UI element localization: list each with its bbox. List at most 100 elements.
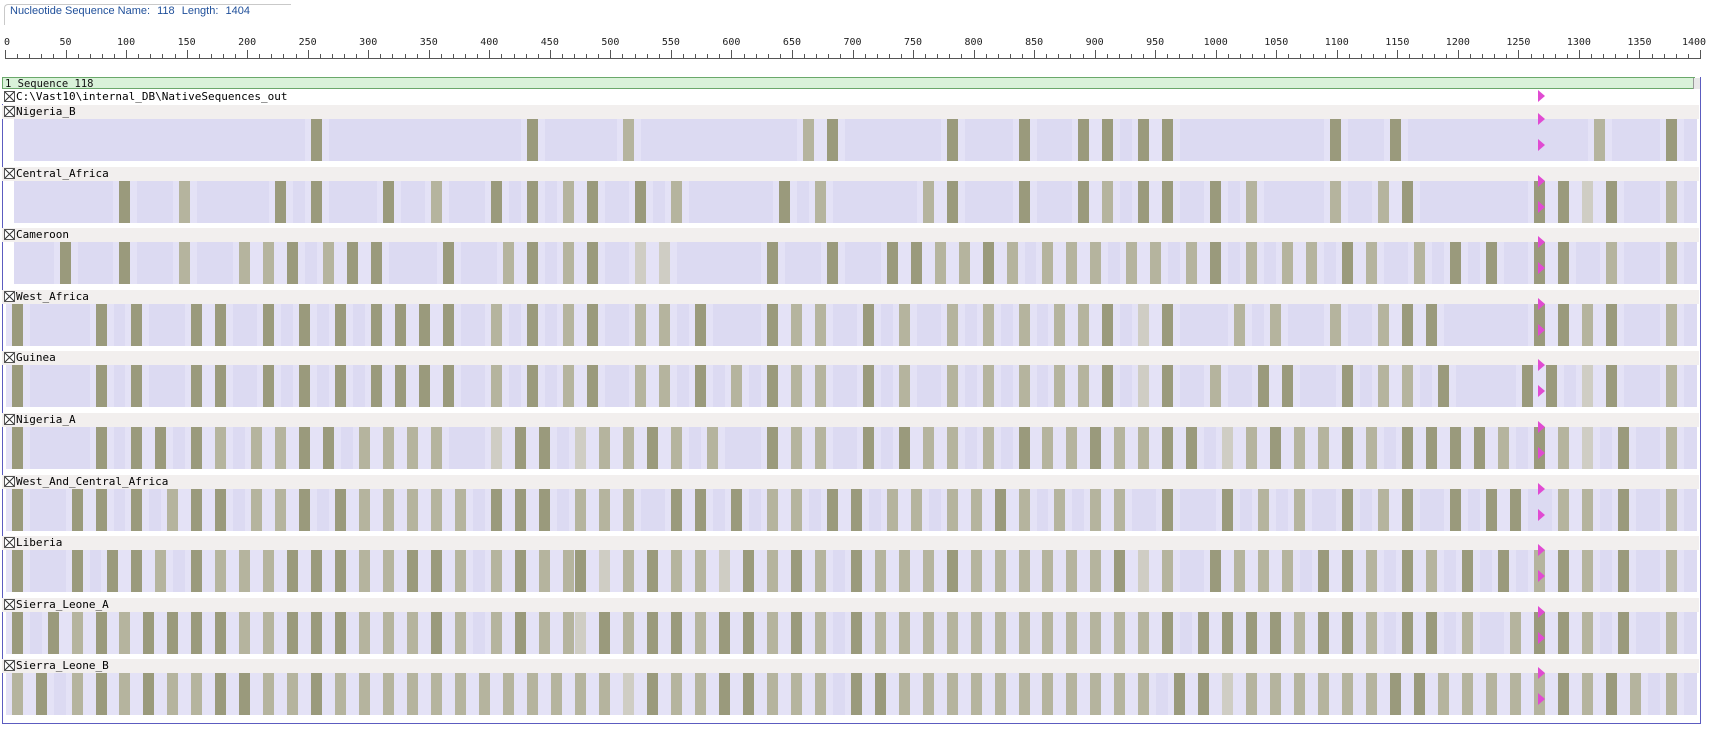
variant-mark[interactable] bbox=[563, 181, 574, 223]
variant-mark[interactable] bbox=[191, 304, 202, 346]
variant-mark[interactable] bbox=[899, 673, 910, 715]
variant-mark[interactable] bbox=[923, 673, 934, 715]
variant-mark[interactable] bbox=[623, 119, 634, 161]
variant-mark[interactable] bbox=[695, 304, 706, 346]
variant-mark[interactable] bbox=[1666, 673, 1677, 715]
variant-mark[interactable] bbox=[335, 489, 346, 531]
variant-mark[interactable] bbox=[1246, 673, 1257, 715]
variant-mark[interactable] bbox=[1330, 304, 1341, 346]
variant-mark[interactable] bbox=[1282, 550, 1293, 592]
variant-mark[interactable] bbox=[815, 612, 826, 654]
variant-mark[interactable] bbox=[1510, 612, 1521, 654]
variant-mark[interactable] bbox=[263, 550, 274, 592]
variant-mark[interactable] bbox=[1462, 550, 1473, 592]
variant-mark[interactable] bbox=[671, 489, 682, 531]
close-icon[interactable] bbox=[4, 229, 15, 240]
variant-mark[interactable] bbox=[1138, 304, 1149, 346]
variant-mark[interactable] bbox=[1558, 304, 1569, 346]
variant-mark[interactable] bbox=[1090, 427, 1101, 469]
track-liberia[interactable]: Liberia bbox=[2, 536, 1699, 594]
variant-mark[interactable] bbox=[647, 673, 658, 715]
variant-mark[interactable] bbox=[419, 365, 430, 407]
variant-mark[interactable] bbox=[1234, 550, 1245, 592]
variant-mark[interactable] bbox=[983, 365, 994, 407]
variant-mark[interactable] bbox=[1618, 612, 1629, 654]
variant-mark[interactable] bbox=[407, 489, 418, 531]
variant-mark[interactable] bbox=[671, 612, 682, 654]
variant-mark[interactable] bbox=[1078, 181, 1089, 223]
variant-mark[interactable] bbox=[647, 612, 658, 654]
variant-mark[interactable] bbox=[815, 673, 826, 715]
variant-mark[interactable] bbox=[491, 181, 502, 223]
variant-mark[interactable] bbox=[587, 181, 598, 223]
sequence-track-bar[interactable] bbox=[14, 181, 1697, 223]
variant-mark[interactable] bbox=[191, 489, 202, 531]
variant-mark[interactable] bbox=[887, 242, 898, 284]
variant-mark[interactable] bbox=[96, 489, 107, 531]
variant-mark[interactable] bbox=[275, 427, 286, 469]
variant-mark[interactable] bbox=[1342, 550, 1353, 592]
variant-mark[interactable] bbox=[623, 489, 634, 531]
variant-mark[interactable] bbox=[215, 550, 226, 592]
variant-mark[interactable] bbox=[407, 673, 418, 715]
variant-mark[interactable] bbox=[1066, 427, 1077, 469]
sequence-track-bar[interactable] bbox=[6, 427, 1697, 469]
variant-mark[interactable] bbox=[1258, 550, 1269, 592]
variant-mark[interactable] bbox=[899, 365, 910, 407]
variant-mark[interactable] bbox=[191, 427, 202, 469]
variant-mark[interactable] bbox=[119, 673, 130, 715]
variant-mark[interactable] bbox=[1174, 673, 1185, 715]
variant-mark[interactable] bbox=[647, 550, 658, 592]
variant-mark[interactable] bbox=[947, 427, 958, 469]
variant-mark[interactable] bbox=[959, 242, 970, 284]
variant-mark[interactable] bbox=[587, 304, 598, 346]
variant-mark[interactable] bbox=[647, 427, 658, 469]
variant-mark[interactable] bbox=[431, 612, 442, 654]
variant-mark[interactable] bbox=[1402, 489, 1413, 531]
variant-mark[interactable] bbox=[671, 673, 682, 715]
variant-mark[interactable] bbox=[179, 181, 190, 223]
variant-mark[interactable] bbox=[1090, 242, 1101, 284]
variant-mark[interactable] bbox=[779, 181, 790, 223]
variant-mark[interactable] bbox=[1330, 119, 1341, 161]
variant-mark[interactable] bbox=[911, 242, 922, 284]
variant-mark[interactable] bbox=[407, 550, 418, 592]
variant-mark[interactable] bbox=[239, 550, 250, 592]
variant-mark[interactable] bbox=[1558, 612, 1569, 654]
variant-mark[interactable] bbox=[1066, 673, 1077, 715]
variant-mark[interactable] bbox=[311, 550, 322, 592]
variant-mark[interactable] bbox=[1618, 427, 1629, 469]
variant-mark[interactable] bbox=[599, 550, 610, 592]
variant-mark[interactable] bbox=[1294, 612, 1305, 654]
variant-mark[interactable] bbox=[743, 673, 754, 715]
variant-mark[interactable] bbox=[1270, 612, 1281, 654]
variant-mark[interactable] bbox=[983, 304, 994, 346]
variant-mark[interactable] bbox=[119, 181, 130, 223]
variant-mark[interactable] bbox=[791, 365, 802, 407]
variant-mark[interactable] bbox=[1342, 673, 1353, 715]
variant-mark[interactable] bbox=[335, 673, 346, 715]
variant-mark[interactable] bbox=[719, 612, 730, 654]
variant-mark[interactable] bbox=[60, 242, 71, 284]
close-icon[interactable] bbox=[4, 537, 15, 548]
track-nigeria-b[interactable]: Nigeria_B bbox=[2, 105, 1699, 163]
variant-mark[interactable] bbox=[275, 181, 286, 223]
variant-mark[interactable] bbox=[1582, 612, 1593, 654]
variant-mark[interactable] bbox=[1582, 489, 1593, 531]
track-nigeria-a[interactable]: Nigeria_A bbox=[2, 413, 1699, 471]
variant-mark[interactable] bbox=[12, 365, 23, 407]
variant-mark[interactable] bbox=[1486, 489, 1497, 531]
variant-mark[interactable] bbox=[719, 673, 730, 715]
variant-mark[interactable] bbox=[887, 489, 898, 531]
close-icon[interactable] bbox=[4, 168, 15, 179]
variant-mark[interactable] bbox=[299, 365, 310, 407]
variant-mark[interactable] bbox=[671, 550, 682, 592]
variant-mark[interactable] bbox=[1378, 489, 1389, 531]
variant-mark[interactable] bbox=[1318, 550, 1329, 592]
variant-mark[interactable] bbox=[1078, 119, 1089, 161]
variant-mark[interactable] bbox=[131, 489, 142, 531]
variant-mark[interactable] bbox=[575, 673, 586, 715]
variant-mark[interactable] bbox=[1042, 612, 1053, 654]
variant-mark[interactable] bbox=[1438, 673, 1449, 715]
variant-mark[interactable] bbox=[731, 365, 742, 407]
